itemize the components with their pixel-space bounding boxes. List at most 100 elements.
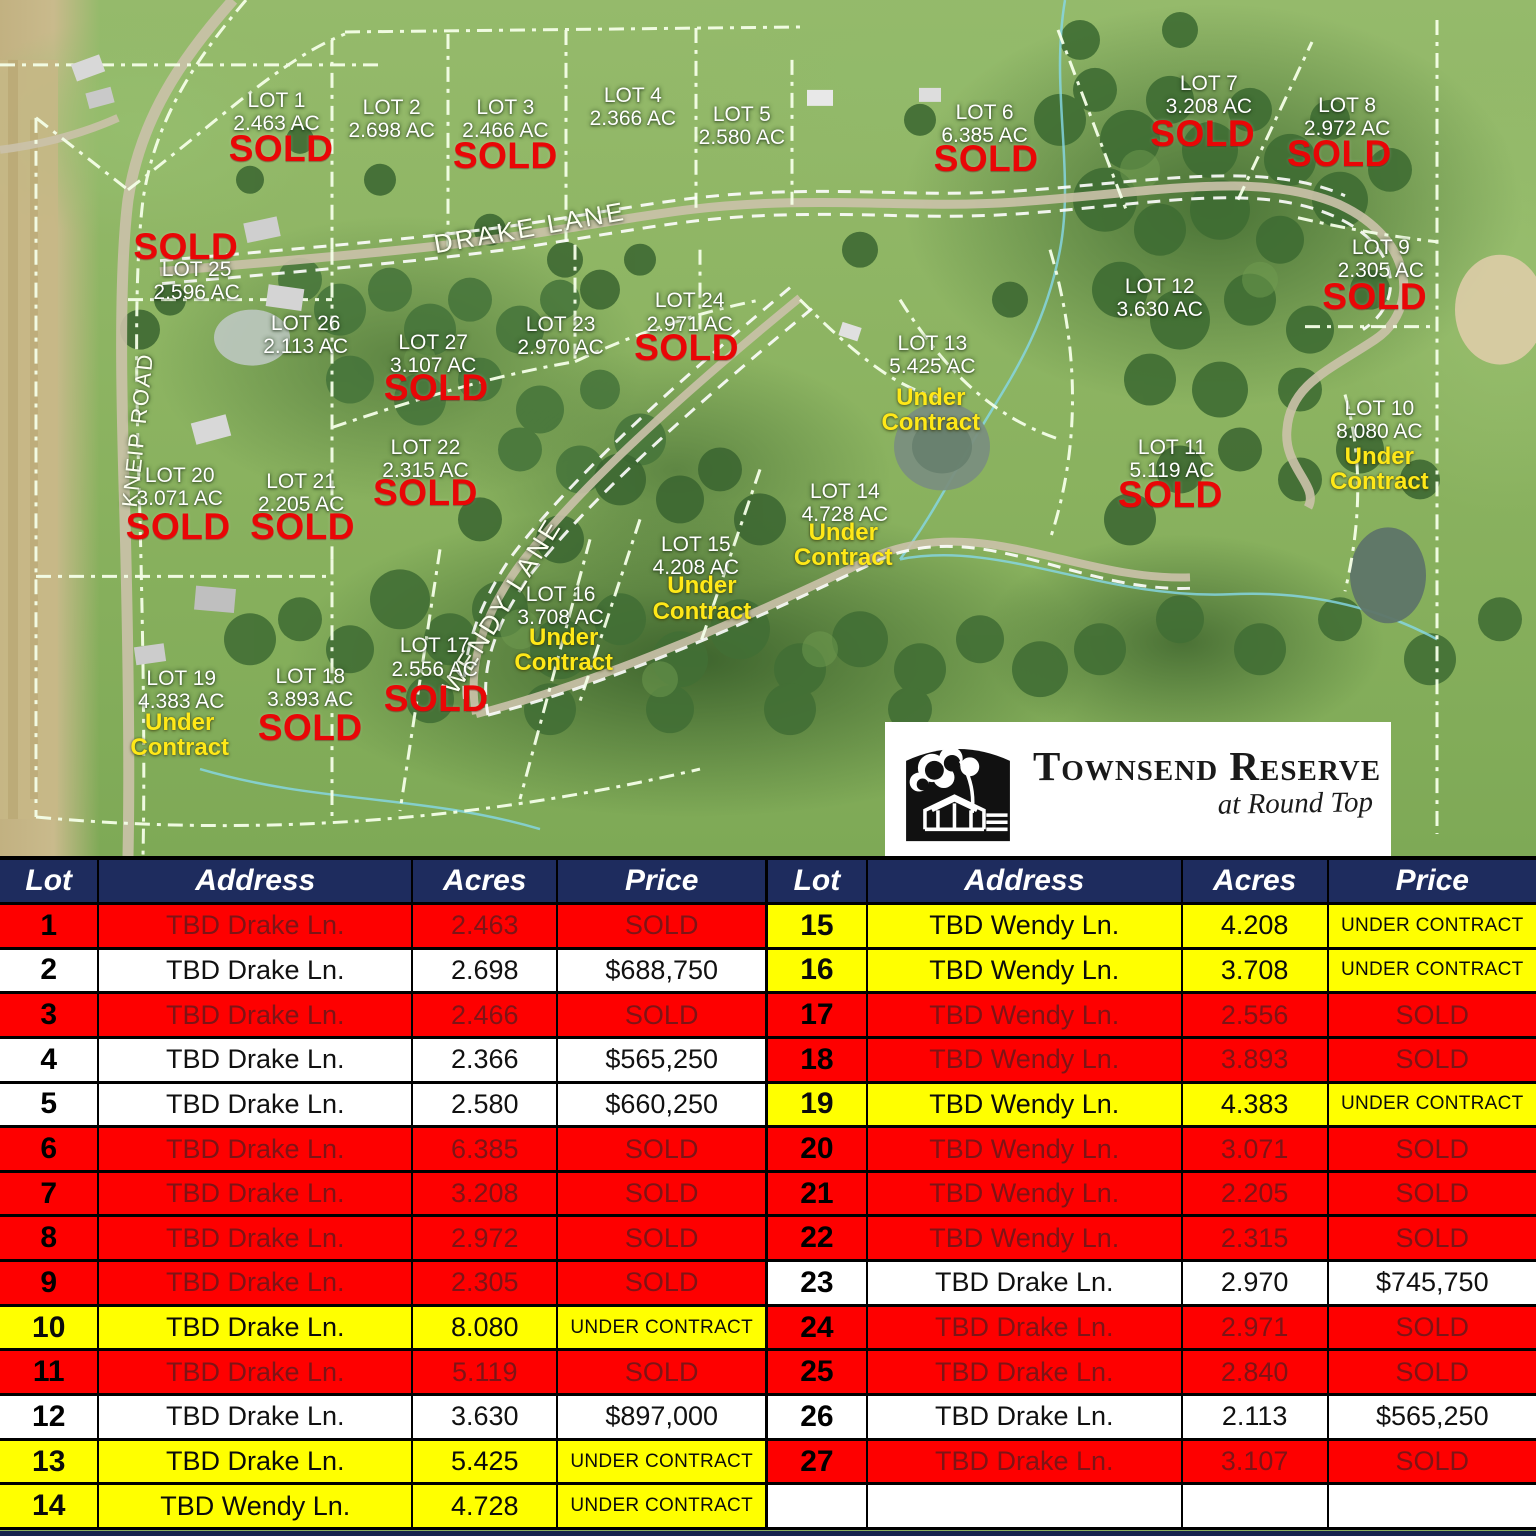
price: SOLD [624, 1356, 699, 1387]
price: SOLD [624, 1222, 699, 1253]
lot-status-24: SOLD [634, 326, 739, 368]
address: TBD Drake Ln. [99, 905, 414, 947]
lot-number: 13 [0, 1440, 100, 1483]
road-surfaces [0, 0, 1409, 856]
table-header-row: Lot Address Acres Price [0, 860, 765, 902]
table-row-lot-3: 3 TBD Drake Ln. 2.466 SOLD [0, 991, 765, 1036]
lot-label-19: LOT 19 4.383 AC [138, 666, 225, 713]
lot-label-18: LOT 18 3.893 AC [267, 665, 354, 712]
price-tables: Lot Address Acres Price 1 TBD Drake Ln. 2.463 S… [0, 856, 1536, 1530]
lot-number: 20 [768, 1128, 868, 1170]
price: SOLD [1395, 1356, 1470, 1387]
price: SOLD [1395, 1044, 1470, 1075]
lot-status-27: SOLD [383, 366, 489, 408]
price: SOLD [1395, 1446, 1470, 1476]
address: TBD Drake Ln. [99, 1396, 414, 1438]
acres: 2.315 [1183, 1217, 1329, 1260]
lot-number: 3 [0, 994, 100, 1036]
lot-label-12: LOT 12 3.630 AC [1116, 274, 1203, 321]
address [868, 1485, 1183, 1527]
acres: 2.205 [1183, 1172, 1329, 1215]
price: SOLD [624, 999, 699, 1030]
lot-number: 9 [0, 1262, 100, 1304]
acres: 2.971 [1183, 1306, 1329, 1349]
lot-label-16: LOT 16 3.708 AC [517, 582, 604, 630]
price: SOLD [1395, 999, 1470, 1030]
lot-number: 7 [0, 1172, 100, 1215]
header-price: Price [1395, 864, 1469, 897]
table-row-lot-11: 11 TBD Drake Ln. 5.119 SOLD [0, 1348, 765, 1394]
acres: 2.305 [413, 1262, 559, 1304]
acres: 3.893 [1183, 1038, 1329, 1081]
lot-status-18: SOLD [257, 707, 363, 749]
price: UNDER CONTRACT [1340, 1093, 1524, 1115]
header-acres: Acres [413, 860, 559, 902]
address: TBD Wendy Ln. [868, 949, 1183, 992]
address: TBD Drake Ln. [868, 1351, 1183, 1394]
price: SOLD [1395, 1222, 1470, 1253]
address: TBD Drake Ln. [868, 1440, 1183, 1483]
lot-label-22: LOT 22 2.315 AC [382, 435, 469, 482]
price: SOLD [624, 1178, 699, 1209]
lot-label-24: LOT 24 2.971 AC [646, 289, 733, 336]
price: SOLD [1395, 1133, 1470, 1164]
table-row-lot-16: 16 TBD Wendy Ln. 3.708 UNDER CONTRACT [768, 946, 1536, 992]
table-row-lot-19: 19 TBD Wendy Ln. 4.383 UNDER CONTRACT [768, 1080, 1536, 1126]
lot-label-17: LOT 17 2.556 AC [391, 634, 478, 681]
road-edge-dashes [159, 174, 1393, 717]
lot-number: 11 [0, 1351, 100, 1394]
forest-mid-left [278, 257, 666, 494]
table-row-lot-25: 25 TBD Drake Ln. 2.840 SOLD [768, 1348, 1536, 1394]
lot-number: 21 [768, 1172, 868, 1215]
bottom-strip [0, 1531, 1536, 1536]
price: $565,250 [605, 1044, 718, 1075]
price: $688,750 [605, 954, 718, 985]
lot-label-7: LOT 7 3.208 AC [1165, 71, 1253, 119]
price [1329, 1485, 1536, 1527]
acres [1183, 1485, 1329, 1527]
lot-label-8: LOT 8 2.972 AC [1303, 94, 1391, 141]
lot-label-21: LOT 21 2.205 AC [257, 469, 345, 517]
header-lot: Lot [768, 860, 868, 902]
address: TBD Drake Ln. [99, 1351, 414, 1394]
lot-status-6: SOLD [933, 138, 1039, 180]
lot-number: 12 [0, 1396, 100, 1438]
lot-label-4: LOT 4 2.366 AC [589, 83, 677, 130]
table-row-lot-10: 10 TBD Drake Ln. 8.080 UNDER CONTRACT [0, 1303, 765, 1349]
header-price: Price [625, 864, 699, 897]
table-row-lot-13: 13 TBD Drake Ln. 5.425 UNDER CONTRACT [0, 1437, 765, 1483]
acres: 5.425 [413, 1440, 559, 1483]
address: TBD Drake Ln. [868, 1306, 1183, 1349]
acres: 8.080 [413, 1306, 559, 1349]
lot-label-9: LOT 9 2.305 AC [1337, 235, 1425, 282]
lot-status-17: SOLD [383, 678, 489, 720]
lot-number: 18 [768, 1038, 868, 1081]
price: SOLD [624, 910, 699, 941]
table-row-lot-23: 23 TBD Drake Ln. 2.970 $745,750 [768, 1259, 1536, 1304]
lot-status-21: SOLD [250, 506, 355, 548]
table-row-lot-12: 12 TBD Drake Ln. 3.630 $897,000 [0, 1393, 765, 1438]
table-row-lot-14: 14 TBD Wendy Ln. 4.728 UNDER CONTRACT [0, 1482, 765, 1527]
lot-label-13: LOT 13 5.425 AC [889, 332, 976, 379]
pond-lot10 [1350, 527, 1426, 624]
lot-number: 10 [0, 1306, 100, 1349]
table-row-empty [768, 1482, 1536, 1527]
lot-number: 17 [768, 994, 868, 1036]
price: SOLD [624, 1267, 699, 1298]
table-row-lot-20: 20 TBD Wendy Ln. 3.071 SOLD [768, 1125, 1536, 1170]
lot-status-14: Under Contract [793, 519, 893, 572]
price: $565,250 [1375, 1401, 1489, 1432]
lot-label-23: LOT 23 2.970 AC [517, 312, 604, 359]
lot-label-14: LOT 14 4.728 AC [801, 480, 888, 527]
acres: 2.840 [1183, 1351, 1329, 1394]
acres: 3.708 [1183, 949, 1329, 992]
address: TBD Wendy Ln. [868, 1217, 1183, 1260]
acres: 2.970 [1183, 1262, 1329, 1304]
address: TBD Wendy Ln. [868, 905, 1183, 947]
acres: 3.630 [413, 1396, 559, 1438]
address: TBD Drake Ln. [99, 949, 414, 992]
price: $660,250 [605, 1088, 718, 1119]
lot-status-11: SOLD [1118, 473, 1223, 515]
address: TBD Drake Ln. [99, 994, 414, 1036]
